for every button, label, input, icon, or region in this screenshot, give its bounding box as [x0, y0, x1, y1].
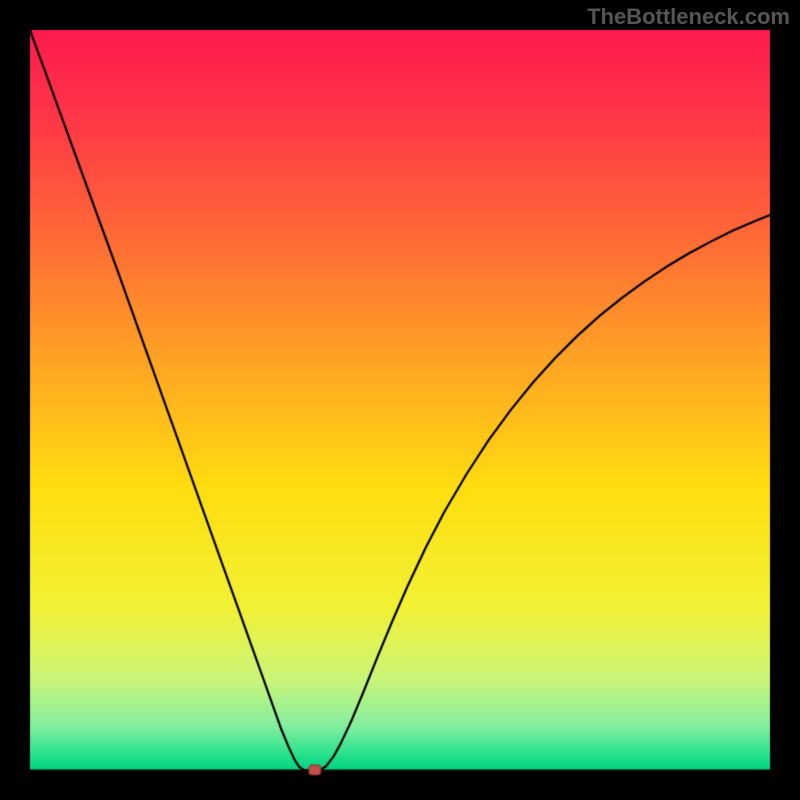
bottleneck-chart-canvas: [0, 0, 800, 800]
chart-container: TheBottleneck.com: [0, 0, 800, 800]
watermark-text: TheBottleneck.com: [587, 4, 790, 30]
